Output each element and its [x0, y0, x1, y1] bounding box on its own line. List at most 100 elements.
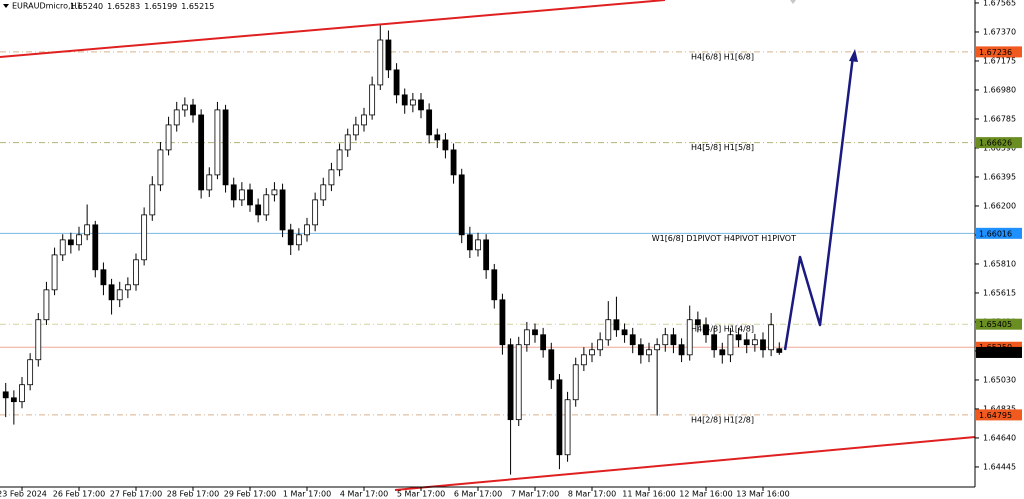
chart-title: EURAUDmicro,H1 — [12, 2, 82, 11]
candle-body — [141, 214, 148, 261]
candle-body — [605, 319, 612, 341]
candle-body — [190, 104, 196, 116]
candle-body — [361, 114, 367, 126]
candle-body — [157, 149, 164, 186]
candle-body — [646, 349, 652, 356]
x-tick-label: 26 Feb 17:00 — [53, 490, 105, 499]
ohlc-value: 1.65283 — [107, 2, 140, 11]
candle-body — [523, 329, 530, 346]
candle-body — [491, 269, 498, 301]
ohlc-value: 1.65199 — [144, 2, 177, 11]
candle-body — [613, 319, 620, 331]
ohlc-value: 1.65240 — [70, 2, 103, 11]
candle-body — [92, 224, 99, 271]
candle-body — [735, 334, 742, 341]
candle-body — [751, 339, 758, 346]
candle-body — [532, 329, 538, 336]
candle-body — [238, 189, 245, 201]
candle-body — [100, 269, 107, 286]
candle-body — [377, 39, 384, 86]
candle-body — [133, 259, 139, 286]
x-tick-label: 4 Mar 17:00 — [340, 490, 388, 499]
candle-body — [344, 134, 351, 151]
candle-body — [499, 299, 506, 346]
channel-upper — [0, 0, 666, 58]
candle-body — [116, 289, 123, 301]
candle-body — [711, 334, 718, 351]
level-text: H4[5/8] H1[5/8] — [691, 143, 754, 152]
candle-body — [678, 344, 685, 356]
level-text: W1[6/8] D1PIVOT H4PIVOT H1PIVOT — [652, 234, 796, 243]
candle-body — [556, 379, 563, 456]
y-tick-label: 1.65615 — [983, 288, 1016, 297]
x-tick-label: 12 Mar 16:00 — [679, 490, 732, 499]
candle-body — [621, 329, 628, 336]
y-tick-label: 1.67370 — [983, 27, 1016, 36]
candle-body — [418, 99, 424, 111]
price-box — [976, 46, 1022, 58]
price-box — [976, 318, 1022, 330]
candle-body — [295, 234, 302, 246]
price-box-label: 1.67236 — [979, 48, 1012, 57]
x-tick-label: 8 Mar 17:00 — [568, 490, 616, 499]
y-tick-label: 1.66395 — [983, 172, 1016, 181]
candle-body — [564, 399, 571, 456]
candle-body — [385, 39, 392, 71]
level-text: H4[6/8] H1[6/8] — [691, 52, 754, 61]
candle-body — [230, 184, 237, 201]
candle-body — [149, 184, 156, 216]
y-tick-label: 1.66200 — [983, 201, 1016, 210]
candle-body — [580, 354, 587, 366]
candle-body — [67, 239, 74, 246]
candle-body — [369, 84, 376, 116]
candle-body — [124, 284, 131, 291]
x-tick-label: 7 Mar 17:00 — [511, 490, 559, 499]
candle-body — [59, 239, 66, 256]
candle-body — [662, 334, 669, 346]
x-tick-label: 6 Mar 17:00 — [454, 490, 502, 499]
price-box — [976, 346, 1022, 358]
price-box-label: 1.66016 — [979, 229, 1012, 238]
y-tick-label: 1.65030 — [983, 375, 1016, 384]
level-text: H4[4/8] H1[4/8] — [691, 325, 754, 334]
candle-body — [466, 234, 473, 251]
candle-body — [279, 189, 286, 231]
candle-body — [255, 204, 262, 216]
arrow-head — [849, 49, 858, 62]
y-tick-label: 1.64445 — [983, 462, 1016, 471]
y-tick-label: 1.64835 — [983, 404, 1016, 413]
price-box-label: 1.64795 — [979, 411, 1012, 420]
price-box-label: 1.66626 — [979, 139, 1012, 148]
x-tick-label: 28 Feb 17:00 — [167, 490, 219, 499]
y-tick-label: 1.67565 — [983, 0, 1016, 7]
candle-body — [703, 324, 709, 336]
y-tick-label: 1.65810 — [983, 259, 1016, 268]
candle-body — [515, 344, 522, 421]
candle-body — [637, 344, 644, 356]
candle-body — [320, 184, 327, 201]
candle-body — [173, 109, 180, 126]
candle-body — [35, 319, 42, 361]
candle-body — [43, 289, 50, 321]
price-box-label: 1.65405 — [979, 320, 1012, 329]
x-tick-label: 5 Mar 17:00 — [397, 490, 445, 499]
candle-body — [247, 189, 253, 206]
candle-body — [426, 109, 433, 136]
candle-body — [352, 124, 359, 136]
candle-body — [597, 339, 604, 351]
candle-body — [507, 344, 514, 421]
y-tick-label: 1.66785 — [983, 114, 1016, 123]
candle-body — [76, 234, 82, 246]
channel-lower — [394, 436, 976, 491]
y-tick-label: 1.64640 — [983, 433, 1016, 442]
candle-body — [434, 134, 441, 141]
candle-body — [27, 359, 34, 386]
candle-body — [84, 224, 91, 236]
x-tick-label: 27 Feb 17:00 — [110, 490, 162, 499]
price-box-label: 1.65215 — [979, 348, 1012, 357]
candle-body — [540, 334, 547, 351]
marker — [790, 0, 796, 4]
candle-body — [450, 149, 457, 176]
candle-body — [442, 139, 449, 151]
